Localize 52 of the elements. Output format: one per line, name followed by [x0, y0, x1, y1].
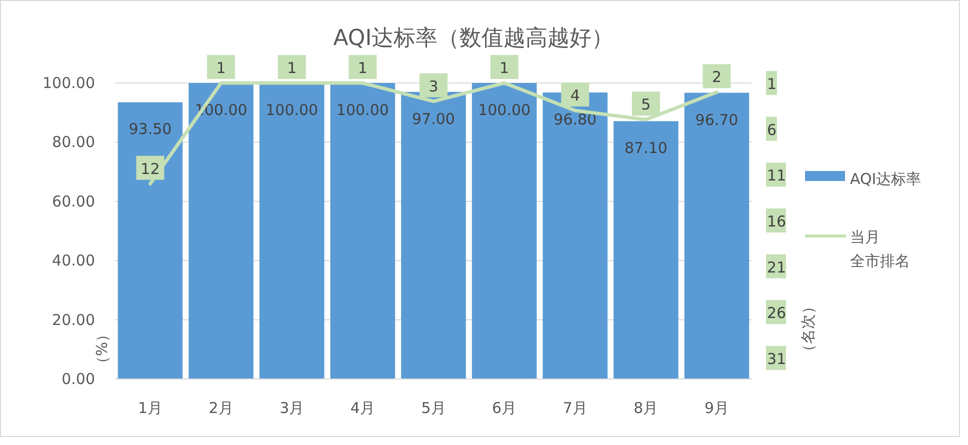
y-tick-label: 60.00 [52, 192, 95, 210]
data-label: 1 [358, 59, 368, 77]
x-tick-label: 2月 [208, 399, 234, 417]
data-label: 96.80 [554, 110, 597, 128]
data-label: 12 [140, 160, 160, 178]
data-label: 100.00 [266, 101, 318, 119]
x-tick-label: 5月 [421, 399, 446, 417]
data-label: 4 [570, 86, 580, 104]
x-tick-label: 3月 [280, 399, 304, 417]
bar [614, 121, 678, 379]
y2-tick-label: 21 [767, 258, 786, 276]
data-label: 100.00 [336, 101, 389, 119]
data-label: 87.10 [624, 139, 668, 158]
y-tick-label: 20.00 [52, 310, 95, 329]
y-tick-label: 80.00 [52, 133, 95, 152]
y2-tick-label: 31 [767, 350, 786, 368]
y-tick-label: 0.00 [62, 370, 95, 388]
legend-label: AQI达标率 [850, 170, 922, 188]
bar [472, 83, 537, 379]
data-label: 93.50 [128, 120, 172, 138]
data-label: 1 [216, 59, 226, 77]
data-label: 3 [428, 77, 438, 96]
y2-tick-label: 11 [767, 166, 786, 185]
bar [118, 102, 183, 379]
data-label: 97.00 [412, 110, 455, 128]
x-tick-label: 6月 [492, 399, 517, 417]
data-label: 1 [500, 59, 510, 77]
y2-axis-title: （名次） [799, 299, 817, 359]
bar [401, 92, 466, 379]
data-label: 100.00 [478, 101, 531, 119]
x-tick-label: 8月 [634, 399, 658, 417]
y-axis-title: （%） [93, 326, 111, 372]
bar [188, 83, 254, 379]
y2-tick-label: 6 [767, 120, 777, 139]
bar [684, 92, 750, 379]
data-label: 96.70 [695, 110, 738, 129]
chart-title: AQI达标率（数值越高越好） [333, 26, 614, 51]
x-tick-label: 4月 [350, 399, 375, 417]
y2-tick-label: 1 [767, 75, 777, 93]
bar [330, 83, 396, 379]
x-tick-label: 9月 [704, 399, 730, 417]
x-tick-label: 1月 [138, 399, 163, 417]
y-tick-label: 40.00 [52, 252, 95, 270]
bar [259, 83, 324, 379]
x-tick-label: 7月 [562, 399, 588, 417]
y2-tick-label: 26 [767, 304, 786, 322]
data-label: 5 [641, 96, 651, 114]
data-label: 2 [712, 68, 722, 86]
data-label: 1 [287, 59, 297, 77]
legend-label: 当月全市排名 [850, 228, 910, 270]
y2-tick-label: 16 [767, 212, 786, 230]
y-tick-label: 100.00 [42, 74, 95, 92]
